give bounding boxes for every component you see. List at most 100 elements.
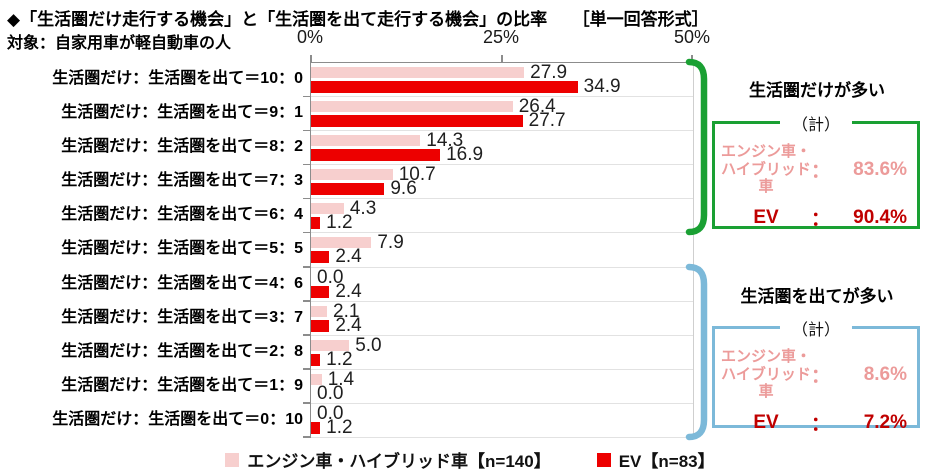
panel-blue-total-tab: （計） [779, 316, 853, 340]
bar-ev [311, 217, 321, 230]
bar-ev [311, 183, 385, 196]
value-label-engine: 2.1 [333, 300, 360, 322]
category-axis-tick [303, 402, 311, 404]
panel-green-title: 生活圏だけが多い [749, 81, 885, 100]
bar-engine [311, 237, 372, 249]
legend-swatch-ev-icon [596, 452, 611, 467]
chart-row: 0.0 1.2 [303, 402, 693, 438]
chart-title: ◆「生活圏だけ走行する機会」と「生活圏を出て走行する機会」の比率 ［単一回答形式… [7, 10, 709, 29]
category-axis-tick [303, 163, 311, 166]
stat-value-engine: 83.6% [853, 158, 907, 180]
stat-colon: ： [811, 366, 831, 388]
category-label: 生活圏だけ：生活圏を出て＝10：0 [52, 70, 303, 87]
value-label-ev: 1.2 [326, 212, 353, 234]
panel-blue-box: （計） エンジン車・ ハイブリッド車 ： 8.6% EV ： 7.2% [712, 316, 920, 435]
chart-row: 27.9 34.9 [303, 62, 693, 98]
legend-label-ev: EV【n=83】 [618, 452, 715, 471]
value-label-engine: 5.0 [355, 334, 382, 356]
value-label-engine: 0.0 [317, 402, 344, 424]
bar-engine [311, 135, 421, 147]
bar-ev [311, 421, 321, 434]
chart-row: 5.0 1.2 [303, 334, 693, 370]
stat-value-engine: 8.6% [863, 363, 907, 385]
value-label-engine: 27.9 [530, 62, 568, 83]
value-label-engine: 14.3 [426, 130, 464, 152]
stat-label-ev: EV [753, 206, 779, 228]
category-label: 生活圏だけ：生活圏を出て＝1：9 [61, 376, 303, 394]
bar-engine [311, 305, 328, 317]
category-axis-tick [303, 197, 311, 200]
category-label: 生活圏だけ：生活圏を出て＝6：4 [61, 206, 303, 224]
plot-area: 27.9 34.9 26.4 27.7 14.3 16.9 10.7 9.6 4.3 1.2 7.9… [303, 55, 694, 438]
chart-row: 1.4 0.0 [303, 368, 693, 404]
legend-label-engine: エンジン車・ハイブリッド車【n=140】 [247, 452, 551, 471]
chart-row: 10.7 9.6 [303, 164, 693, 200]
value-label-engine: 26.4 [518, 96, 556, 118]
bar-engine [311, 67, 525, 78]
bracket-outside-living-area-icon [685, 263, 708, 441]
bar-ev [311, 81, 578, 93]
category-label: 生活圏だけ：生活圏を出て＝4：6 [61, 274, 303, 292]
bar-engine [311, 203, 344, 215]
chart-row: 2.1 2.4 [303, 300, 693, 336]
bar-ev [311, 251, 330, 264]
stat-colon: ： [811, 414, 831, 436]
category-label: 生活圏だけ：生活圏を出て＝5：5 [61, 240, 303, 258]
stat-value-ev: 90.4% [853, 206, 907, 228]
category-label: 生活圏だけ：生活圏を出て＝8：2 [61, 138, 303, 156]
stat-row-ev: EV ： 7.2% [721, 409, 911, 436]
x-axis-tick-label-25: 25% [482, 27, 520, 47]
value-label-engine: 1.4 [327, 368, 355, 390]
value-label-ev: 1.2 [326, 416, 353, 438]
bar-engine [311, 101, 513, 113]
chart-subtitle: 対象：自家用車が軽自動車の人 [7, 35, 232, 52]
value-label-ev: 1.2 [326, 348, 353, 370]
x-axis-tick-0 [310, 55, 312, 62]
category-label: 生活圏だけ：生活圏を出て＝3：7 [61, 308, 303, 326]
stat-colon: ： [811, 161, 831, 183]
x-axis-tick-25 [501, 55, 503, 62]
panel-blue-title: 生活圏を出てが多い [740, 287, 894, 306]
category-label: 生活圏だけ：生活圏を出て＝2：8 [61, 342, 303, 360]
bar-engine [311, 339, 350, 351]
chart-row: 14.3 16.9 [303, 130, 693, 166]
bar-ev [311, 353, 321, 366]
stat-row-ev: EV ： 90.4% [721, 204, 911, 231]
bar-engine [311, 169, 393, 181]
x-axis-tick-label-0: 0% [296, 27, 323, 47]
category-axis-tick [303, 300, 311, 302]
value-label-ev: 2.4 [335, 246, 362, 268]
value-label-ev: 0.0 [317, 382, 344, 404]
chart-row: 26.4 27.7 [303, 96, 693, 132]
stat-row-engine: エンジン車・ ハイブリッド車 ： 83.6% [721, 127, 911, 196]
stat-colon: ： [811, 209, 831, 231]
stat-value-ev: 7.2% [863, 411, 907, 433]
value-label-ev: 34.9 [583, 76, 621, 97]
category-label: 生活圏だけ：生活圏を出て＝9：1 [61, 104, 303, 122]
panel-green-box: （計） エンジン車・ ハイブリッド車 ： 83.6% EV ： 90.4% [712, 111, 920, 231]
bar-ev [311, 319, 330, 332]
stat-label-engine: エンジン車・ ハイブリッド車 [721, 143, 812, 196]
chart-row: 0.0 2.4 [303, 266, 693, 302]
value-label-engine: 10.7 [398, 164, 436, 186]
bar-ev [311, 149, 441, 162]
value-label-engine: 0.0 [317, 266, 344, 288]
category-label: 生活圏だけ：生活圏を出て＝0：10 [52, 410, 303, 428]
category-axis-tick [303, 95, 311, 98]
chart-row: 4.3 1.2 [303, 199, 693, 234]
category-axis-tick [303, 436, 311, 438]
category-label: 生活圏だけ：生活圏を出て＝7：3 [61, 172, 303, 190]
category-axis-tick [303, 129, 311, 132]
category-axis-tick [303, 231, 311, 234]
category-axis-tick [303, 266, 311, 268]
bar-engine [311, 373, 322, 385]
legend-item-engine: エンジン車・ハイブリッド車【n=140】 [225, 447, 551, 472]
chart-row: 7.9 2.4 [303, 233, 693, 268]
legend-item-ev: EV【n=83】 [596, 447, 715, 472]
category-axis-tick [303, 334, 311, 336]
legend: エンジン車・ハイブリッド車【n=140】 EV【n=83】 [0, 447, 940, 472]
bar-ev [311, 285, 330, 298]
value-label-ev: 9.6 [390, 178, 417, 200]
x-axis-tick-label-50: 50% [673, 27, 711, 47]
